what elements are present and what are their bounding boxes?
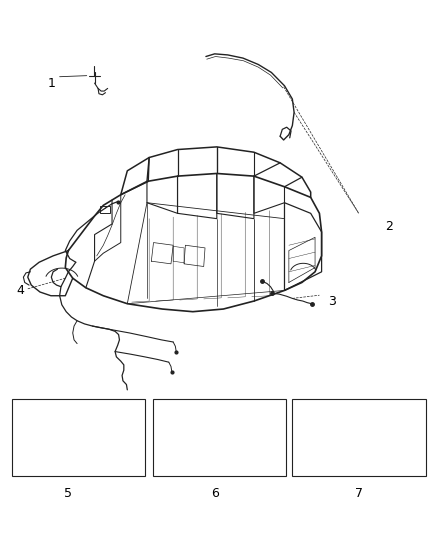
Bar xyxy=(292,399,426,477)
Text: 1: 1 xyxy=(47,77,55,90)
Text: 2: 2 xyxy=(385,220,393,233)
Bar xyxy=(152,399,286,477)
Bar xyxy=(12,399,145,477)
Text: 5: 5 xyxy=(64,487,72,500)
Text: 4: 4 xyxy=(17,284,25,297)
Text: 7: 7 xyxy=(355,487,363,500)
Bar xyxy=(100,206,110,213)
Text: 3: 3 xyxy=(328,295,336,308)
Text: 6: 6 xyxy=(211,487,219,500)
